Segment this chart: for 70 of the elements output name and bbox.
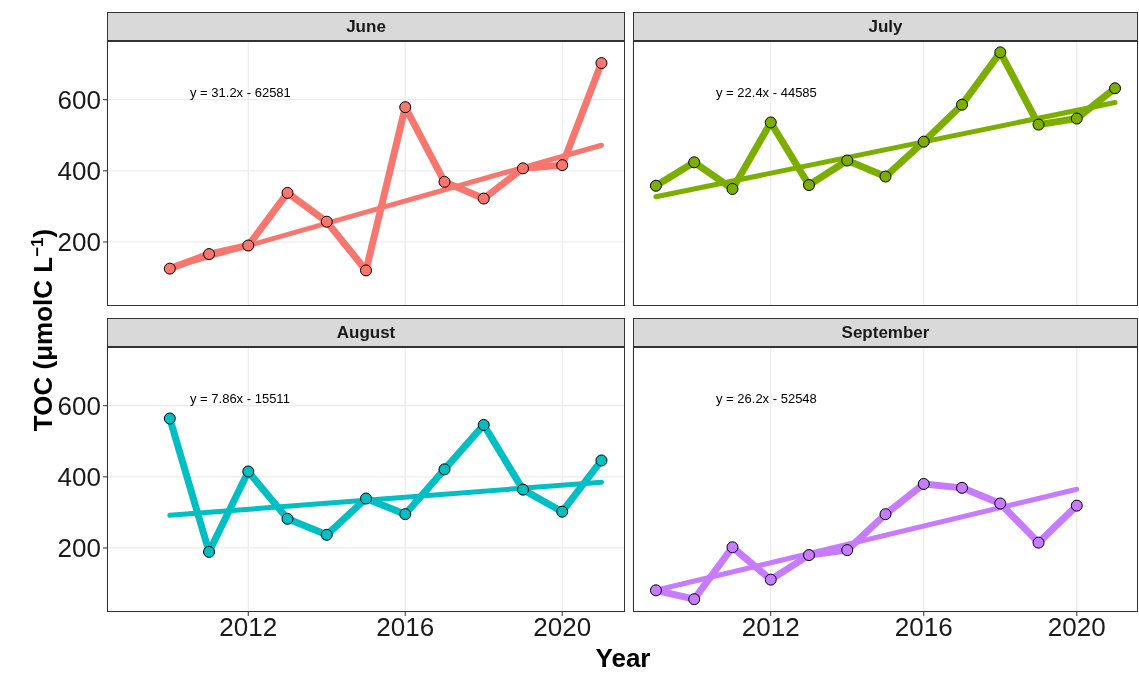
point: [281, 186, 294, 199]
point: [320, 528, 333, 541]
point: [399, 101, 412, 114]
point: [438, 463, 451, 476]
x-tick-label: 2012: [219, 612, 278, 643]
point: [360, 264, 372, 277]
point: [764, 573, 777, 586]
chart-title: September: [633, 318, 1138, 347]
y-tick-label: 600: [57, 84, 101, 115]
point: [1070, 112, 1083, 125]
point: [688, 593, 701, 606]
point: [726, 182, 739, 195]
point: [764, 116, 777, 129]
x-tick-label: 2020: [533, 612, 592, 643]
annotation: y = 7.86x - 15511: [190, 391, 290, 406]
point: [1109, 82, 1122, 95]
point: [802, 179, 815, 192]
point: [281, 512, 294, 525]
point: [556, 505, 569, 518]
point: [917, 477, 930, 490]
point: [360, 492, 372, 505]
x-tick-label: 2012: [741, 612, 800, 643]
y-tick-label: 200: [57, 533, 101, 564]
point: [802, 549, 815, 562]
point: [163, 262, 176, 275]
x-tick-label: 2020: [1047, 612, 1106, 643]
point: [649, 179, 662, 192]
y-tick-label: 400: [57, 462, 101, 493]
point: [688, 156, 701, 169]
point: [956, 98, 969, 111]
point: [320, 215, 333, 228]
chart-title: August: [107, 318, 625, 347]
point: [438, 175, 451, 188]
point: [879, 170, 892, 183]
point: [242, 465, 255, 478]
point: [879, 508, 892, 521]
point: [994, 497, 1007, 510]
point: [994, 46, 1007, 59]
point: [399, 508, 412, 521]
x-tick-label: 2016: [894, 612, 953, 643]
annotation: y = 31.2x - 62581: [190, 85, 291, 100]
point: [841, 154, 854, 167]
y-tick-label: 600: [57, 390, 101, 421]
point: [726, 541, 739, 554]
point: [1032, 536, 1045, 549]
annotation: y = 26.2x - 52548: [716, 391, 817, 406]
point: [516, 483, 529, 496]
point: [956, 481, 969, 494]
chart-title: July: [633, 12, 1138, 41]
point: [917, 135, 930, 148]
chart-title: June: [107, 12, 625, 41]
y-tick-label: 200: [57, 227, 101, 258]
point: [477, 418, 490, 431]
point: [1032, 118, 1045, 131]
y-tick-label: 400: [57, 156, 101, 187]
point: [203, 545, 216, 558]
x-tick-label: 2016: [376, 612, 435, 643]
point: [556, 159, 569, 172]
x-axis-title: Year: [594, 643, 652, 673]
point: [841, 544, 854, 557]
point: [203, 248, 216, 261]
point: [595, 57, 608, 70]
point: [163, 412, 176, 425]
annotation: y = 22.4x - 44585: [716, 85, 817, 100]
point: [649, 584, 662, 597]
point: [1070, 499, 1083, 512]
point: [595, 454, 608, 467]
point: [516, 162, 529, 175]
point: [242, 239, 255, 252]
point: [477, 192, 490, 205]
